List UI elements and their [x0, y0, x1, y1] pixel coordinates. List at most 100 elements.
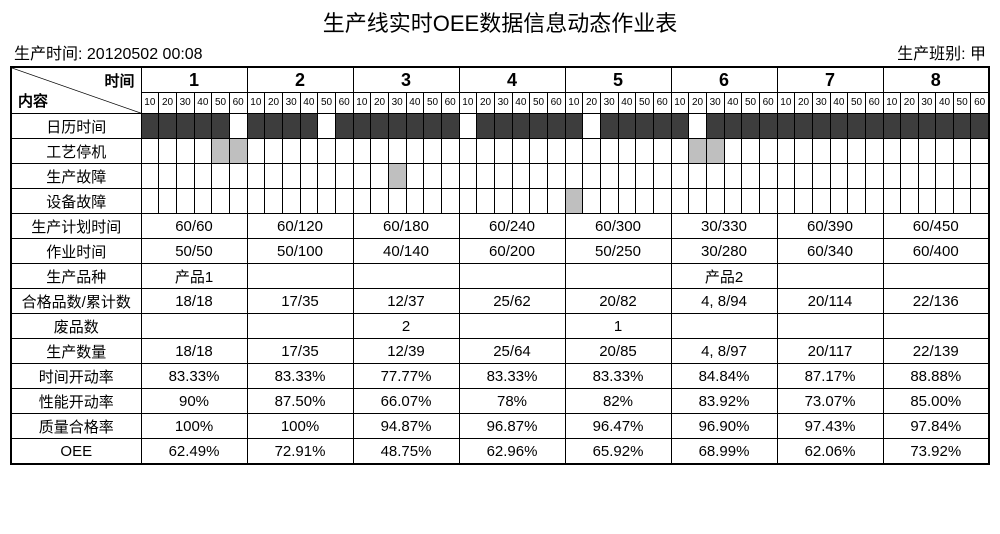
data-cell: 73.92% — [883, 439, 989, 465]
gantt-cell — [724, 114, 742, 138]
gantt-cell — [884, 114, 901, 138]
gantt-cell — [865, 164, 883, 188]
subheader-tick: 20 — [582, 93, 600, 113]
gantt-cell — [229, 139, 247, 163]
data-cell: 87.17% — [777, 364, 883, 389]
hour-header: 1 — [141, 67, 247, 93]
gantt-cell — [672, 114, 689, 138]
data-cell: 60/120 — [247, 214, 353, 239]
gantt-cell — [918, 114, 936, 138]
data-cell — [141, 314, 247, 339]
data-cell: 83.33% — [141, 364, 247, 389]
subheader-tick: 30 — [176, 93, 194, 113]
data-cell: 77.77% — [353, 364, 459, 389]
subheader-tick: 20 — [794, 93, 812, 113]
gantt-hour-cell — [883, 189, 989, 214]
data-cell: 83.92% — [671, 389, 777, 414]
gantt-cell — [953, 139, 971, 163]
data-cell: 84.84% — [671, 364, 777, 389]
gantt-cell — [778, 114, 795, 138]
gantt-row: 日历时间 — [11, 114, 989, 139]
gantt-cell — [830, 164, 848, 188]
row-label: 合格品数/累计数 — [11, 289, 141, 314]
table-body: 日历时间工艺停机生产故障设备故障生产计划时间60/6060/12060/1806… — [11, 114, 989, 465]
gantt-cell — [566, 164, 583, 188]
row-label: 性能开动率 — [11, 389, 141, 414]
corner-header: 时间内容 — [11, 67, 141, 114]
gantt-cell — [529, 189, 547, 213]
gantt-cell — [441, 139, 459, 163]
gantt-cell — [176, 114, 194, 138]
data-cell: 12/37 — [353, 289, 459, 314]
gantt-cell — [158, 189, 176, 213]
gantt-cell — [264, 114, 282, 138]
gantt-cell — [847, 189, 865, 213]
gantt-cell — [759, 114, 777, 138]
subheader-tick: 60 — [865, 93, 883, 113]
data-cell: 20/117 — [777, 339, 883, 364]
gantt-cell — [354, 164, 371, 188]
gantt-hour-cell — [671, 139, 777, 164]
gantt-cell — [264, 189, 282, 213]
data-cell — [777, 314, 883, 339]
gantt-hour-cell — [459, 139, 565, 164]
data-cell: 60/450 — [883, 214, 989, 239]
subheader-cell: 102030405060 — [353, 93, 459, 114]
gantt-hour-cell — [565, 114, 671, 139]
gantt-cell — [300, 189, 318, 213]
gantt-cell — [335, 114, 353, 138]
data-cell: 85.00% — [883, 389, 989, 414]
data-cell: 25/62 — [459, 289, 565, 314]
gantt-cell — [354, 139, 371, 163]
gantt-cell — [494, 164, 512, 188]
data-cell: 60/300 — [565, 214, 671, 239]
gantt-cell — [672, 139, 689, 163]
subheader-tick: 20 — [158, 93, 176, 113]
gantt-cell — [741, 114, 759, 138]
gantt-cell — [953, 164, 971, 188]
data-cell: 72.91% — [247, 439, 353, 465]
gantt-cell — [865, 189, 883, 213]
gantt-cell — [176, 139, 194, 163]
data-cell: 50/50 — [141, 239, 247, 264]
gantt-cell — [370, 189, 388, 213]
gantt-cell — [317, 114, 335, 138]
gantt-cell — [635, 139, 653, 163]
gantt-cell — [229, 114, 247, 138]
gantt-hour-cell — [459, 189, 565, 214]
data-cell: 94.87% — [353, 414, 459, 439]
prod-time-label: 生产时间: — [14, 46, 82, 63]
hour-header: 5 — [565, 67, 671, 93]
gantt-cell — [494, 139, 512, 163]
row-label: 工艺停机 — [11, 139, 141, 164]
subheader-tick: 30 — [494, 93, 512, 113]
gantt-cell — [529, 139, 547, 163]
gantt-cell — [335, 189, 353, 213]
gantt-cell — [354, 189, 371, 213]
gantt-cell — [194, 164, 212, 188]
gantt-cell — [653, 114, 671, 138]
data-cell: 22/139 — [883, 339, 989, 364]
shift: 生产班别: 甲 — [897, 40, 986, 64]
gantt-cell — [158, 114, 176, 138]
data-cell: 12/39 — [353, 339, 459, 364]
data-row: 作业时间50/5050/10040/14060/20050/25030/2806… — [11, 239, 989, 264]
subheader-tick: 40 — [512, 93, 530, 113]
gantt-cell — [778, 139, 795, 163]
gantt-cell — [706, 189, 724, 213]
gantt-hour-cell — [141, 114, 247, 139]
data-row: 质量合格率100%100%94.87%96.87%96.47%96.90%97.… — [11, 414, 989, 439]
gantt-cell — [794, 114, 812, 138]
data-row: 生产数量18/1817/3512/3925/6420/854, 8/9720/1… — [11, 339, 989, 364]
gantt-cell — [388, 164, 406, 188]
gantt-cell — [317, 139, 335, 163]
gantt-hour-cell — [459, 164, 565, 189]
data-cell: 40/140 — [353, 239, 459, 264]
gantt-cell — [724, 139, 742, 163]
subheader-tick: 40 — [300, 93, 318, 113]
gantt-cell — [812, 189, 830, 213]
subheader-tick: 20 — [370, 93, 388, 113]
gantt-hour-cell — [141, 164, 247, 189]
gantt-hour-cell — [671, 189, 777, 214]
gantt-cell — [494, 114, 512, 138]
